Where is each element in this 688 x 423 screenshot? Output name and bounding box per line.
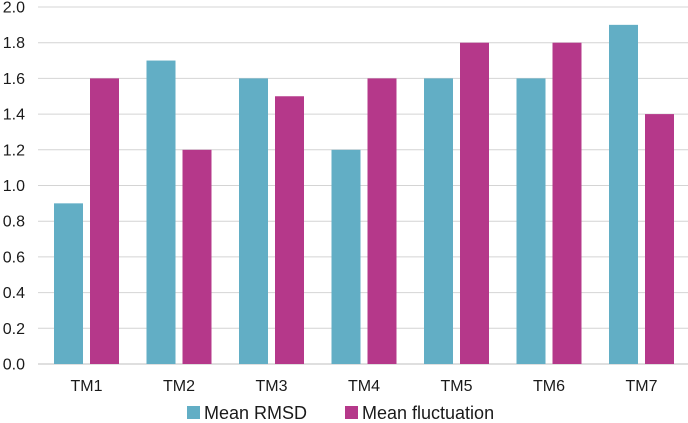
bar-mean-rmsd-tm6	[516, 78, 546, 365]
y-tick-label: 2.0	[3, 0, 25, 17]
x-tick-label: TM6	[533, 378, 565, 395]
legend-label-mean-fluctuation: Mean fluctuation	[362, 403, 494, 423]
legend-label-mean-rmsd: Mean RMSD	[204, 403, 307, 423]
bar-mean-fluctuation-tm3	[275, 96, 304, 364]
bar-mean-rmsd-tm1	[54, 203, 83, 364]
bar-mean-fluctuation-tm7	[645, 114, 674, 364]
gridlines	[38, 6, 688, 365]
bar-mean-fluctuation-tm4	[367, 78, 397, 365]
bar-mean-rmsd-tm2	[146, 60, 176, 365]
x-tick-label: TM2	[163, 378, 195, 395]
y-tick-label: 0.8	[3, 214, 25, 231]
bar-mean-fluctuation-tm1	[90, 78, 119, 365]
y-tick-label: 1.6	[3, 71, 25, 88]
legend-swatch-mean-rmsd	[187, 406, 200, 419]
bars	[54, 24, 674, 365]
x-axis-ticks: TM1 TM2 TM3 TM4 TM5 TM6 TM7	[71, 378, 658, 395]
legend-swatch-mean-fluctuation	[345, 406, 358, 419]
x-tick-label: TM1	[71, 378, 103, 395]
x-tick-label: TM3	[256, 378, 288, 395]
y-tick-label: 0.2	[3, 321, 25, 338]
x-tick-label: TM7	[626, 378, 658, 395]
bar-mean-rmsd-tm3	[239, 78, 268, 365]
x-tick-label: TM4	[348, 378, 380, 395]
bar-mean-fluctuation-tm6	[552, 42, 582, 364]
y-tick-label: 0.4	[3, 285, 25, 302]
bar-mean-rmsd-tm7	[609, 24, 638, 364]
bar-mean-rmsd-tm4	[331, 149, 361, 364]
y-tick-label: 1.0	[3, 178, 25, 195]
y-tick-label: 0.6	[3, 249, 25, 266]
bar-mean-fluctuation-tm2	[182, 149, 212, 364]
y-tick-label: 1.4	[3, 107, 25, 124]
legend: Mean RMSD Mean fluctuation	[187, 403, 494, 423]
bar-mean-rmsd-tm5	[424, 78, 453, 365]
x-tick-label: TM5	[441, 378, 473, 395]
y-tick-label: 1.2	[3, 142, 25, 159]
y-tick-label: 1.8	[3, 35, 25, 52]
y-tick-label: 0.0	[3, 357, 25, 374]
y-axis-ticks: 0.0 0.2 0.4 0.6 0.8 1.0 1.2 1.4 1.6 1.8 2.0	[3, 0, 25, 374]
bar-mean-fluctuation-tm5	[460, 42, 489, 364]
